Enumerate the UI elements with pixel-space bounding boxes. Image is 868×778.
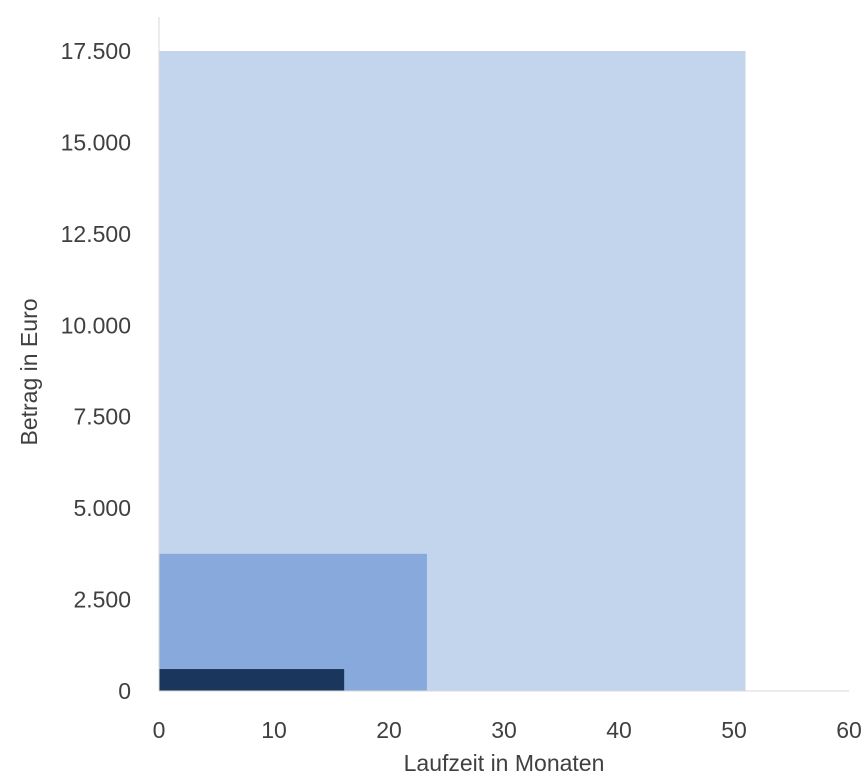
x-tick-label: 30 xyxy=(491,717,517,743)
y-tick-label: 10.000 xyxy=(61,312,131,338)
chart-plot-area xyxy=(159,51,746,691)
y-axis-title: Betrag in Euro xyxy=(16,298,42,445)
y-tick-label: 17.500 xyxy=(61,38,131,64)
x-tick-label: 0 xyxy=(153,717,166,743)
x-tick-label: 40 xyxy=(606,717,632,743)
x-tick-label: 10 xyxy=(261,717,287,743)
series-area-2 xyxy=(159,553,427,691)
y-tick-label: 0 xyxy=(118,678,131,704)
x-axis-title: Laufzeit in Monaten xyxy=(404,750,605,776)
series-area-3 xyxy=(159,669,345,691)
y-tick-label: 5.000 xyxy=(73,495,131,521)
x-tick-label: 60 xyxy=(836,717,862,743)
y-tick-label: 7.500 xyxy=(73,404,131,430)
y-tick-label: 15.000 xyxy=(61,129,131,155)
y-axis-ticks: 0 2.500 5.000 7.500 10.000 12.500 15.000 17.500 xyxy=(61,38,131,704)
x-axis-ticks: 0 10 20 30 40 50 60 xyxy=(153,717,862,743)
y-tick-label: 12.500 xyxy=(61,221,131,247)
y-tick-label: 2.500 xyxy=(73,587,131,613)
x-tick-label: 50 xyxy=(721,717,747,743)
x-tick-label: 20 xyxy=(376,717,402,743)
